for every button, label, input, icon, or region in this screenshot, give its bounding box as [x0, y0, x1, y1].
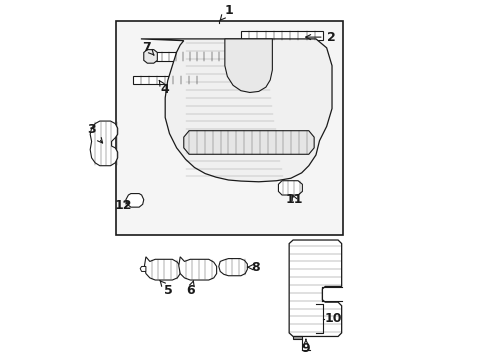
Bar	[241, 31, 323, 40]
Polygon shape	[141, 39, 331, 182]
Text: 1: 1	[219, 4, 233, 21]
Polygon shape	[90, 121, 118, 166]
Text: 6: 6	[185, 281, 194, 297]
Polygon shape	[224, 39, 272, 93]
Polygon shape	[179, 257, 216, 280]
Text: 2: 2	[305, 31, 335, 44]
Text: 7: 7	[142, 41, 154, 55]
Polygon shape	[144, 257, 180, 280]
Polygon shape	[288, 240, 341, 337]
Polygon shape	[218, 258, 247, 276]
Text: 4: 4	[159, 80, 169, 96]
Polygon shape	[143, 50, 157, 63]
Polygon shape	[278, 181, 302, 195]
Bar	[154, 53, 225, 61]
Text: 11: 11	[285, 193, 303, 206]
Bar	[133, 76, 204, 84]
Text: 12: 12	[114, 198, 132, 212]
Bar	[116, 21, 342, 235]
Text: 3: 3	[87, 123, 102, 143]
Text: 9: 9	[301, 339, 309, 355]
Text: 10: 10	[324, 312, 341, 325]
Text: 5: 5	[160, 280, 173, 297]
Bar	[292, 336, 302, 339]
Text: 8: 8	[247, 261, 259, 274]
Polygon shape	[183, 131, 313, 154]
Polygon shape	[140, 266, 145, 271]
Polygon shape	[125, 194, 143, 207]
